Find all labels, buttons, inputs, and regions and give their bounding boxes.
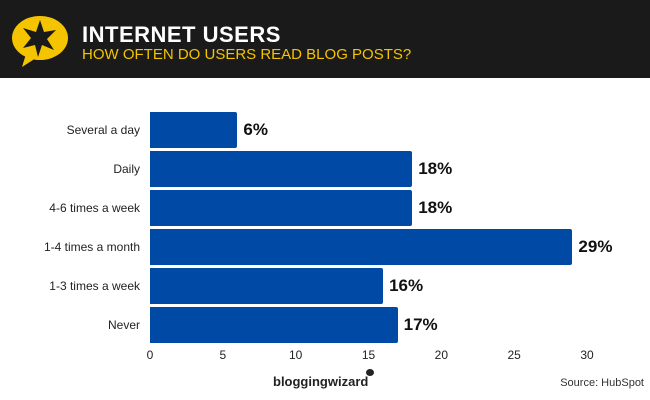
chart-subtitle: HOW OFTEN DO USERS READ BLOG POSTS? [82, 46, 412, 63]
x-tick-label: 25 [507, 348, 521, 362]
bar [150, 307, 398, 343]
x-tick-label: 20 [434, 348, 449, 362]
brand-bubble-icon [366, 369, 374, 376]
bar [150, 151, 413, 187]
bar [150, 190, 413, 226]
value-label: 29% [578, 237, 613, 256]
x-tick-label: 30 [580, 348, 594, 362]
category-label: 4-6 times a week [49, 201, 140, 215]
x-tick-label: 10 [288, 348, 303, 362]
x-tick-label: 0 [146, 348, 154, 362]
category-label: Never [107, 318, 140, 332]
header: INTERNET USERS HOW OFTEN DO USERS READ B… [0, 0, 650, 78]
bar [150, 229, 573, 265]
source-note: Source: HubSpot [560, 377, 644, 389]
category-label: Several a day [66, 123, 140, 137]
x-tick-label: 5 [219, 348, 227, 362]
value-label: 18% [418, 198, 453, 217]
category-label: 1-3 times a week [49, 279, 140, 293]
value-label: 17% [403, 315, 438, 334]
bar [150, 112, 238, 148]
x-tick-label: 15 [361, 348, 376, 362]
value-label: 6% [243, 120, 268, 139]
bar [150, 268, 384, 304]
value-label: 16% [389, 276, 424, 295]
category-label: 1-4 times a month [43, 240, 140, 254]
chart-title: INTERNET USERS [82, 22, 281, 47]
speech-bubble-star-icon [12, 16, 68, 67]
brand-logo: bloggingwizard [273, 374, 369, 389]
value-label: 18% [418, 159, 453, 178]
category-label: Daily [113, 162, 140, 176]
